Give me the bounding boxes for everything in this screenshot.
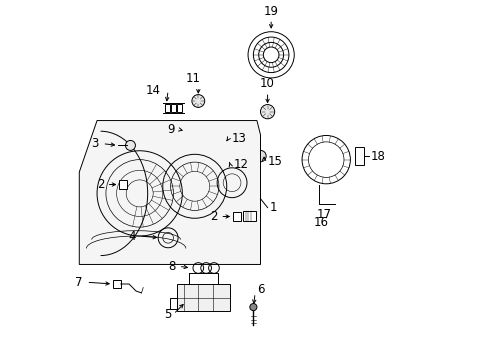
Text: 17: 17 bbox=[316, 208, 331, 221]
Text: 4: 4 bbox=[128, 230, 136, 243]
Bar bbox=[119, 180, 127, 189]
Text: 1: 1 bbox=[269, 201, 276, 214]
Text: 7: 7 bbox=[75, 276, 82, 289]
Text: 2: 2 bbox=[97, 178, 104, 191]
Text: 15: 15 bbox=[267, 155, 282, 168]
Circle shape bbox=[249, 303, 256, 311]
Text: 6: 6 bbox=[256, 283, 264, 296]
Bar bbox=[113, 280, 121, 288]
Text: 14: 14 bbox=[146, 84, 161, 97]
Text: 9: 9 bbox=[167, 123, 175, 136]
Text: 12: 12 bbox=[233, 158, 248, 171]
Bar bbox=[177, 284, 230, 311]
Text: 8: 8 bbox=[167, 260, 175, 273]
Text: 18: 18 bbox=[370, 150, 385, 163]
Circle shape bbox=[191, 95, 204, 107]
Text: 2: 2 bbox=[210, 210, 218, 223]
Circle shape bbox=[125, 140, 135, 150]
Text: 5: 5 bbox=[164, 308, 171, 321]
Text: 10: 10 bbox=[260, 77, 274, 90]
Bar bbox=[354, 147, 363, 165]
Text: 19: 19 bbox=[263, 5, 278, 18]
Text: 11: 11 bbox=[185, 72, 200, 85]
Text: 3: 3 bbox=[91, 137, 99, 150]
Circle shape bbox=[254, 150, 265, 162]
Bar bbox=[242, 211, 256, 221]
Text: 16: 16 bbox=[313, 216, 328, 229]
Circle shape bbox=[183, 126, 195, 137]
Bar bbox=[233, 212, 241, 221]
Bar bbox=[177, 104, 182, 112]
Bar bbox=[171, 104, 176, 112]
Polygon shape bbox=[79, 121, 260, 265]
Bar bbox=[220, 157, 229, 162]
Circle shape bbox=[260, 104, 274, 119]
Text: 13: 13 bbox=[232, 132, 246, 145]
Circle shape bbox=[215, 138, 226, 149]
Bar bbox=[164, 104, 169, 112]
